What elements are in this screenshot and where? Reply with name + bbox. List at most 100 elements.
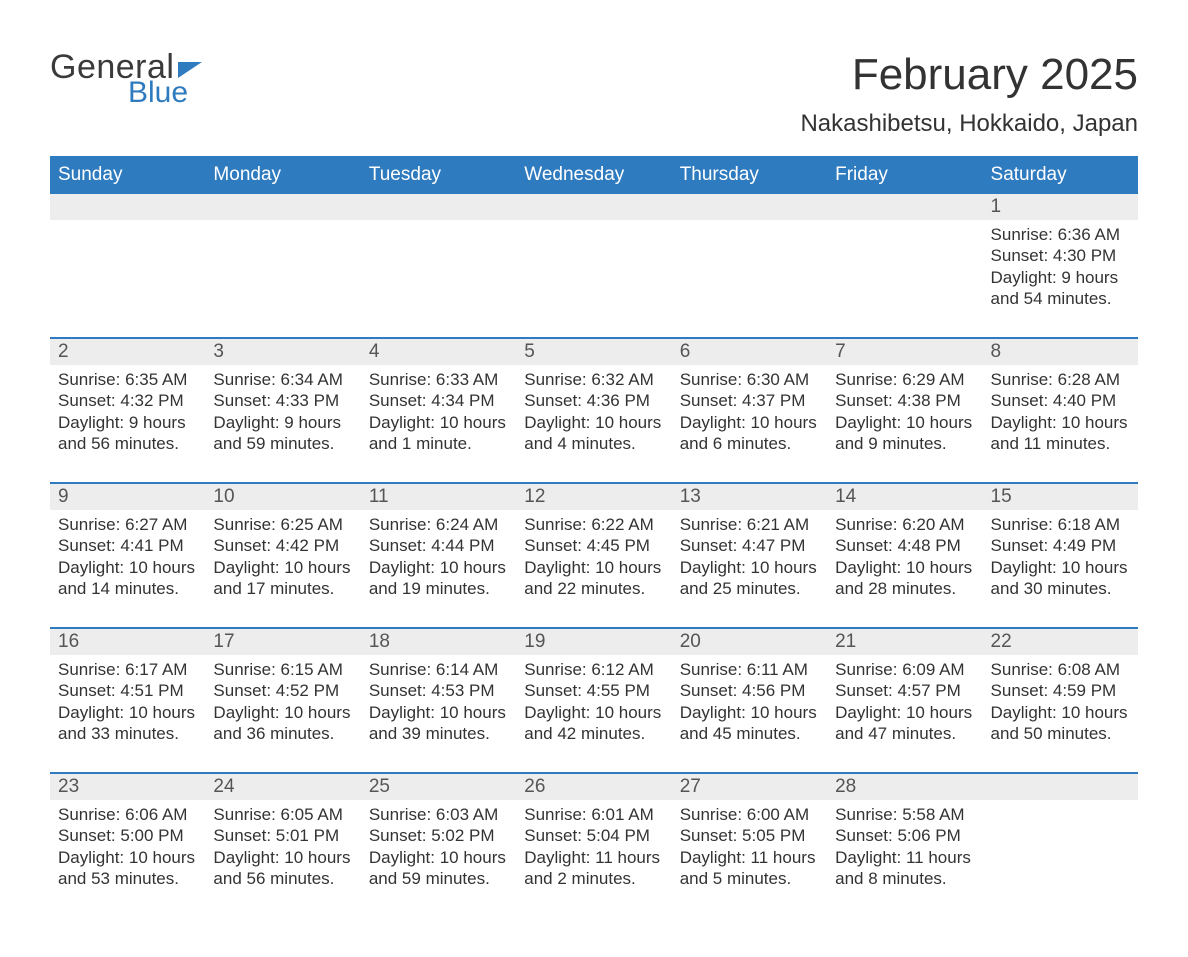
day-number: 21 — [827, 629, 982, 655]
sunset-line: Sunset: 4:33 PM — [213, 390, 352, 411]
day-number: 18 — [361, 629, 516, 655]
day-header: Saturday — [983, 158, 1138, 192]
day-detail — [516, 220, 671, 337]
daylight-line-1: Daylight: 10 hours — [835, 702, 974, 723]
daylight-line-1: Daylight: 11 hours — [524, 847, 663, 868]
day-detail — [50, 220, 205, 337]
daylight-line-1: Daylight: 10 hours — [369, 412, 508, 433]
calendar-page: General Blue February 2025 Nakashibetsu,… — [0, 0, 1188, 957]
day-number: 22 — [983, 629, 1138, 655]
sunrise-line: Sunrise: 6:08 AM — [991, 659, 1130, 680]
day-number-row: 1 — [50, 194, 1138, 220]
sunset-line: Sunset: 4:57 PM — [835, 680, 974, 701]
day-detail-row: Sunrise: 6:27 AMSunset: 4:41 PMDaylight:… — [50, 510, 1138, 627]
sunset-line: Sunset: 4:56 PM — [680, 680, 819, 701]
daylight-line-1: Daylight: 10 hours — [524, 557, 663, 578]
header-row: General Blue February 2025 Nakashibetsu,… — [50, 50, 1138, 148]
sunrise-line: Sunrise: 6:34 AM — [213, 369, 352, 390]
daylight-line-1: Daylight: 9 hours — [213, 412, 352, 433]
sunrise-line: Sunrise: 6:25 AM — [213, 514, 352, 535]
day-number: 25 — [361, 774, 516, 800]
day-detail — [672, 220, 827, 337]
sunrise-line: Sunrise: 6:30 AM — [680, 369, 819, 390]
sunset-line: Sunset: 4:45 PM — [524, 535, 663, 556]
day-detail: Sunrise: 6:11 AMSunset: 4:56 PMDaylight:… — [672, 655, 827, 772]
day-number: 28 — [827, 774, 982, 800]
day-number-row: 2345678 — [50, 339, 1138, 365]
daylight-line-2: and 8 minutes. — [835, 868, 974, 889]
daylight-line-1: Daylight: 10 hours — [835, 412, 974, 433]
day-detail: Sunrise: 6:24 AMSunset: 4:44 PMDaylight:… — [361, 510, 516, 627]
daylight-line-1: Daylight: 10 hours — [835, 557, 974, 578]
day-number: 26 — [516, 774, 671, 800]
day-detail: Sunrise: 6:27 AMSunset: 4:41 PMDaylight:… — [50, 510, 205, 627]
day-detail: Sunrise: 6:32 AMSunset: 4:36 PMDaylight:… — [516, 365, 671, 482]
day-number: 19 — [516, 629, 671, 655]
week: 2345678Sunrise: 6:35 AMSunset: 4:32 PMDa… — [50, 337, 1138, 482]
day-number — [827, 194, 982, 220]
day-detail: Sunrise: 6:33 AMSunset: 4:34 PMDaylight:… — [361, 365, 516, 482]
daylight-line-2: and 28 minutes. — [835, 578, 974, 599]
day-number: 13 — [672, 484, 827, 510]
day-number — [672, 194, 827, 220]
day-number: 2 — [50, 339, 205, 365]
sunrise-line: Sunrise: 6:06 AM — [58, 804, 197, 825]
day-number: 23 — [50, 774, 205, 800]
day-detail: Sunrise: 6:36 AMSunset: 4:30 PMDaylight:… — [983, 220, 1138, 337]
day-number: 17 — [205, 629, 360, 655]
daylight-line-2: and 2 minutes. — [524, 868, 663, 889]
sunset-line: Sunset: 5:04 PM — [524, 825, 663, 846]
brand-logo: General Blue — [50, 50, 202, 108]
sunset-line: Sunset: 4:40 PM — [991, 390, 1130, 411]
daylight-line-2: and 9 minutes. — [835, 433, 974, 454]
daylight-line-1: Daylight: 11 hours — [835, 847, 974, 868]
sunrise-line: Sunrise: 6:18 AM — [991, 514, 1130, 535]
day-detail: Sunrise: 6:08 AMSunset: 4:59 PMDaylight:… — [983, 655, 1138, 772]
daylight-line-2: and 59 minutes. — [369, 868, 508, 889]
daylight-line-2: and 11 minutes. — [991, 433, 1130, 454]
day-number-row: 16171819202122 — [50, 629, 1138, 655]
calendar: SundayMondayTuesdayWednesdayThursdayFrid… — [50, 156, 1138, 917]
day-detail: Sunrise: 6:06 AMSunset: 5:00 PMDaylight:… — [50, 800, 205, 917]
week: 16171819202122Sunrise: 6:17 AMSunset: 4:… — [50, 627, 1138, 772]
day-header: Monday — [205, 158, 360, 192]
sunset-line: Sunset: 5:00 PM — [58, 825, 197, 846]
sunset-line: Sunset: 4:30 PM — [991, 245, 1130, 266]
day-detail: Sunrise: 6:20 AMSunset: 4:48 PMDaylight:… — [827, 510, 982, 627]
day-detail: Sunrise: 6:05 AMSunset: 5:01 PMDaylight:… — [205, 800, 360, 917]
day-detail: Sunrise: 6:09 AMSunset: 4:57 PMDaylight:… — [827, 655, 982, 772]
daylight-line-1: Daylight: 10 hours — [58, 557, 197, 578]
day-detail: Sunrise: 6:22 AMSunset: 4:45 PMDaylight:… — [516, 510, 671, 627]
day-detail: Sunrise: 6:03 AMSunset: 5:02 PMDaylight:… — [361, 800, 516, 917]
day-detail: Sunrise: 6:21 AMSunset: 4:47 PMDaylight:… — [672, 510, 827, 627]
sunrise-line: Sunrise: 6:11 AM — [680, 659, 819, 680]
day-detail: Sunrise: 6:25 AMSunset: 4:42 PMDaylight:… — [205, 510, 360, 627]
sunrise-line: Sunrise: 6:21 AM — [680, 514, 819, 535]
sunrise-line: Sunrise: 6:35 AM — [58, 369, 197, 390]
day-detail-row: Sunrise: 6:36 AMSunset: 4:30 PMDaylight:… — [50, 220, 1138, 337]
day-detail — [205, 220, 360, 337]
day-number: 4 — [361, 339, 516, 365]
daylight-line-2: and 42 minutes. — [524, 723, 663, 744]
day-number-row: 9101112131415 — [50, 484, 1138, 510]
brand-blue: Blue — [128, 78, 188, 108]
daylight-line-1: Daylight: 10 hours — [680, 412, 819, 433]
day-number: 10 — [205, 484, 360, 510]
day-detail: Sunrise: 6:12 AMSunset: 4:55 PMDaylight:… — [516, 655, 671, 772]
day-detail: Sunrise: 6:00 AMSunset: 5:05 PMDaylight:… — [672, 800, 827, 917]
daylight-line-1: Daylight: 10 hours — [369, 702, 508, 723]
day-detail: Sunrise: 6:01 AMSunset: 5:04 PMDaylight:… — [516, 800, 671, 917]
sunrise-line: Sunrise: 6:09 AM — [835, 659, 974, 680]
sunset-line: Sunset: 4:34 PM — [369, 390, 508, 411]
sunset-line: Sunset: 4:53 PM — [369, 680, 508, 701]
day-detail: Sunrise: 6:30 AMSunset: 4:37 PMDaylight:… — [672, 365, 827, 482]
day-number — [361, 194, 516, 220]
day-number — [205, 194, 360, 220]
sunset-line: Sunset: 4:55 PM — [524, 680, 663, 701]
day-number: 3 — [205, 339, 360, 365]
daylight-line-2: and 1 minute. — [369, 433, 508, 454]
day-detail-row: Sunrise: 6:17 AMSunset: 4:51 PMDaylight:… — [50, 655, 1138, 772]
day-number: 14 — [827, 484, 982, 510]
day-number: 15 — [983, 484, 1138, 510]
title-block: February 2025 Nakashibetsu, Hokkaido, Ja… — [800, 50, 1138, 148]
